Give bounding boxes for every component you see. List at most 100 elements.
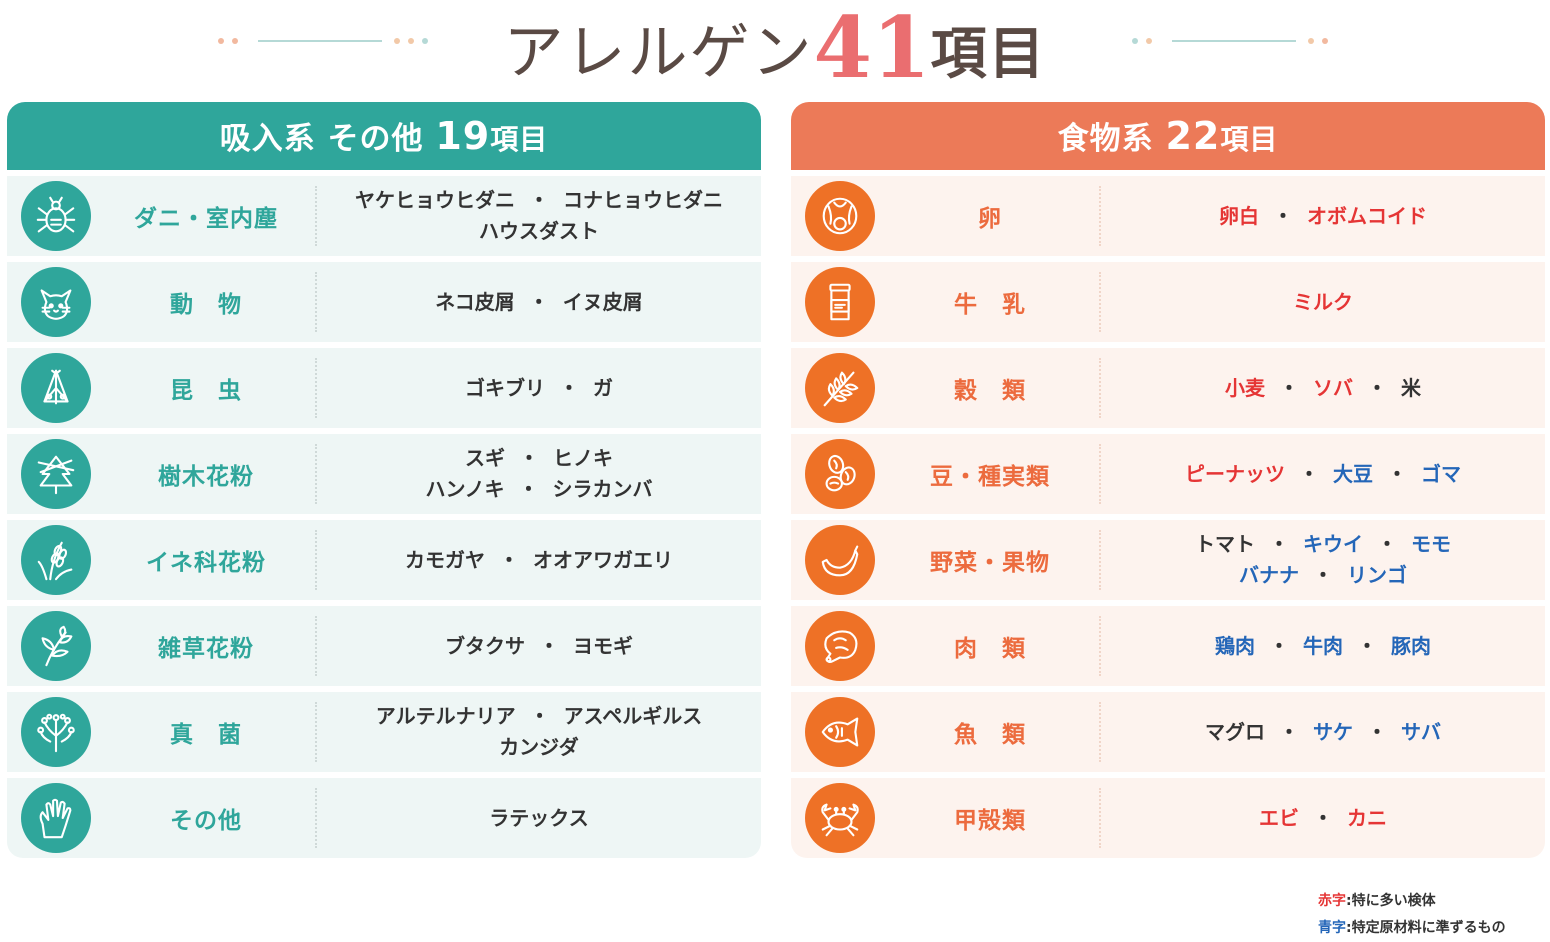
allergen-items: スギ・ヒノキ ハンノキ・シラカンバ [317, 434, 761, 514]
allergen-item: カンジダ [499, 735, 579, 759]
allergen-items: ネコ皮屑・イヌ皮屑 [317, 262, 761, 342]
allergen-items: マグロ・サケ・サバ [1101, 692, 1545, 772]
category-label: 昆 虫 [170, 378, 242, 404]
item-line: ゴキブリ・ガ [465, 373, 613, 404]
legend: 赤字:特に多い検体 青字:特定原材料に準ずるもの [1318, 888, 1506, 942]
category-label: 真 菌 [170, 722, 242, 748]
allergen-item: オボムコイド [1307, 203, 1427, 228]
allergen-item: ヨモギ [573, 633, 633, 658]
allergen-item: ゴキブリ [465, 375, 545, 400]
allergen-item: ブタクサ [445, 633, 525, 658]
category-label: ダニ・室内塵 [134, 206, 278, 232]
allergen-row: 豆・種実類 ピーナッツ・大豆・ゴマ [791, 434, 1545, 514]
row-divider [315, 186, 317, 246]
allergen-item: リンゴ [1347, 563, 1407, 587]
allergen-row: 野菜・果物 トマト・キウイ・モモ バナナ・リンゴ [791, 520, 1545, 600]
fish-icon [805, 697, 875, 767]
item-line: ラテックス [489, 803, 588, 834]
item-line: アルテルナリア・アスペルギルス [376, 701, 702, 732]
allergen-row: 昆 虫 ゴキブリ・ガ [7, 348, 761, 428]
food-rows: 卵卵白・オボムコイド牛 乳ミルク穀 類小麦・ソバ・米豆・種実類 ピーナッツ・大豆・… [791, 176, 1545, 858]
category-label: イネ科花粉 [146, 550, 266, 576]
allergen-row: 魚 類マグロ・サケ・サバ [791, 692, 1545, 772]
allergen-item: イヌ皮屑 [562, 289, 643, 314]
item-line: エビ・カニ [1259, 803, 1387, 834]
item-line: ピーナッツ・大豆・ゴマ [1185, 459, 1461, 490]
item-line: マグロ・サケ・サバ [1205, 717, 1441, 748]
allergen-items: 卵白・オボムコイド [1101, 176, 1545, 256]
allergen-items: 小麦・ソバ・米 [1101, 348, 1545, 428]
item-line: ブタクサ・ヨモギ [445, 631, 633, 662]
item-separator: ・ [1269, 532, 1289, 556]
inhalant-header: 吸入系 その他 19項目 [7, 102, 761, 170]
fungus-icon [21, 697, 91, 767]
allergen-item: サバ [1401, 719, 1441, 744]
allergen-row: 真 菌 アルテルナリア・アスペルギルスカンジダ [7, 692, 761, 772]
allergen-items: ミルク [1101, 262, 1545, 342]
category-label: 肉 類 [954, 636, 1026, 662]
item-separator: ・ [1367, 375, 1387, 400]
item-separator: ・ [1367, 719, 1387, 744]
item-separator: ・ [1273, 203, 1293, 228]
row-divider [315, 530, 317, 590]
row-divider [1099, 186, 1101, 246]
allergen-item: 鶏肉 [1215, 633, 1255, 658]
row-divider [1099, 702, 1101, 762]
item-line: トマト・キウイ・モモ [1195, 529, 1451, 560]
allergen-item: カニ [1347, 805, 1387, 830]
allergen-item: サケ [1313, 719, 1353, 744]
title-suffix: 項目 [930, 21, 1047, 87]
inhalant-panel: 吸入系 その他 19項目 ダニ・室内塵 ヤケヒョウヒダニ・コナヒョウヒダニ ハウスダ… [7, 102, 761, 864]
row-divider [315, 788, 317, 848]
row-divider [315, 272, 317, 332]
allergen-items: アルテルナリア・アスペルギルスカンジダ [317, 692, 761, 772]
title-main: アレルゲン [503, 18, 814, 88]
insect-icon [21, 353, 91, 423]
allergen-items: エビ・カニ [1101, 778, 1545, 858]
allergen-item: トマト [1195, 532, 1255, 556]
allergen-items: ブタクサ・ヨモギ [317, 606, 761, 686]
item-separator: ・ [519, 446, 539, 470]
glove-icon [21, 783, 91, 853]
item-separator: ・ [1269, 633, 1289, 658]
row-divider [315, 358, 317, 418]
item-separator: ・ [539, 633, 559, 658]
allergen-items: カモガヤ・オオアワガエリ [317, 520, 761, 600]
allergen-item: ネコ皮屑 [435, 289, 515, 314]
row-divider [315, 616, 317, 676]
allergen-item: ゴマ [1421, 461, 1461, 486]
title-decoration-left [218, 38, 428, 44]
allergen-items: ヤケヒョウヒダニ・コナヒョウヒダニ ハウスダスト [317, 176, 761, 256]
allergen-row: 牛 乳 ミルク [791, 262, 1545, 342]
allergen-item: 豚肉 [1391, 633, 1431, 658]
food-header: 食物系 22項目 [791, 102, 1545, 170]
allergen-items: ゴキブリ・ガ [317, 348, 761, 428]
item-separator: ・ [529, 704, 550, 728]
item-line: 鶏肉・牛肉・豚肉 [1215, 631, 1431, 662]
item-separator: ・ [1357, 633, 1377, 658]
category-label: 野菜・果物 [930, 550, 1050, 576]
tree-icon [21, 439, 91, 509]
allergen-row: ダニ・室内塵 ヤケヒョウヒダニ・コナヒョウヒダニ ハウスダスト [7, 176, 761, 256]
item-line: スギ・ヒノキ [465, 443, 613, 474]
allergen-item: 大豆 [1333, 461, 1373, 486]
item-separator: ・ [1299, 461, 1319, 486]
weed-icon [21, 611, 91, 681]
allergen-item: 卵白 [1219, 203, 1259, 228]
allergen-row: 雑草花粉 ブタクサ・ヨモギ [7, 606, 761, 686]
allergen-row: イネ科花粉 カモガヤ・オオアワガエリ [7, 520, 761, 600]
row-divider [1099, 358, 1101, 418]
allergen-item: モモ [1411, 532, 1451, 556]
allergen-row: 肉 類鶏肉・牛肉・豚肉 [791, 606, 1545, 686]
allergen-item: マグロ [1205, 719, 1265, 744]
row-divider [315, 702, 317, 762]
item-separator: ・ [1279, 719, 1299, 744]
allergen-item: アスペルギルス [563, 704, 703, 728]
item-line: ネコ皮屑・イヌ皮屑 [435, 287, 643, 318]
allergen-item: 牛肉 [1303, 633, 1343, 658]
egg-icon [805, 181, 875, 251]
item-line: 卵白・オボムコイド [1219, 201, 1427, 232]
mite-icon [21, 181, 91, 251]
page-title: アレルゲン41項目 [0, 2, 1550, 100]
allergen-item: 米 [1401, 375, 1421, 400]
